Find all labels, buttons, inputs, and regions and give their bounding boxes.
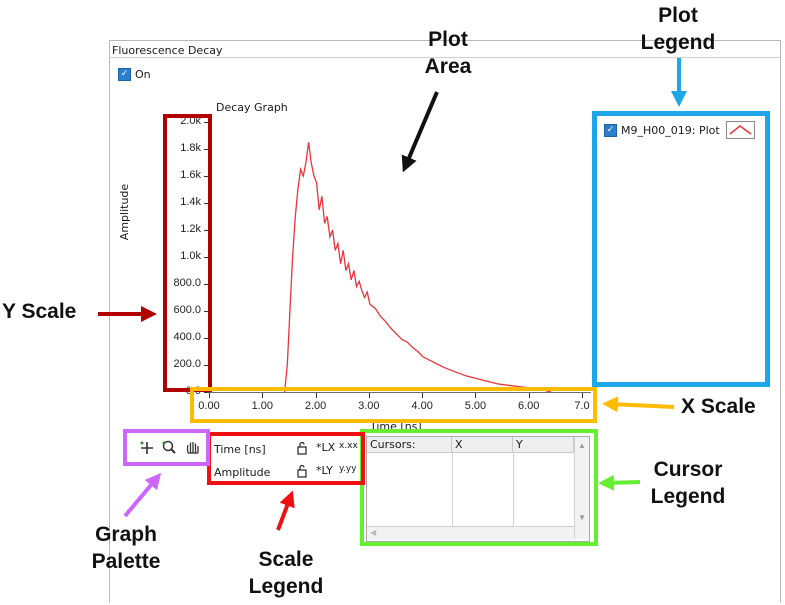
cursor-legend-table[interactable]: Cursors: X Y ▲ ▼ ◀ [366, 436, 590, 542]
y-tick-mark [204, 284, 209, 285]
annotation-line: Legend [650, 485, 726, 508]
annotation-line: Legend [640, 31, 716, 54]
scale-legend-x-name: Time [ns] [214, 443, 266, 456]
annotation-line: Scale [258, 548, 314, 571]
x-tick-mark [582, 393, 583, 398]
y-tick-mark [204, 149, 209, 150]
y-tick-label: 200.0 [173, 358, 201, 370]
x-tick-label: 2.00 [304, 400, 327, 412]
y-tick-mark [204, 338, 209, 339]
x-tick-mark [368, 393, 370, 398]
x-tick-label: 6.00 [517, 400, 540, 412]
annotation-line: Area [424, 55, 472, 78]
annotation-line: Plot [428, 28, 468, 51]
x-tick-label: 0.00 [198, 400, 220, 412]
plot-svg [283, 142, 552, 392]
scale-legend-annotation: Scale Legend [236, 546, 336, 600]
x-autoscale-icon[interactable]: *LX [316, 441, 336, 454]
y-scale-annotation: Y Scale [2, 300, 77, 323]
y-tick-mark [204, 230, 209, 231]
annotation-line: Legend [248, 575, 324, 598]
x-scale-arrow [602, 396, 675, 413]
x-tick-label: 5.00 [464, 400, 487, 412]
cursor-move-icon[interactable] [138, 439, 156, 457]
scroll-up-icon[interactable]: ▲ [578, 441, 586, 450]
y-tick-label: 1.2k [180, 223, 201, 235]
panel-title: Fluorescence Decay [112, 44, 223, 57]
annotation-line: Palette [91, 550, 161, 573]
cursor-col-divider [452, 453, 453, 527]
cursor-horizontal-scrollbar[interactable]: ◀ [367, 526, 574, 540]
lock-icon[interactable] [296, 464, 308, 481]
plot-legend-highlight [592, 111, 770, 387]
lock-icon[interactable] [296, 441, 308, 458]
x-tick-label: 4.00 [411, 400, 433, 412]
x-tick-label: 1.00 [251, 400, 273, 412]
y-scale-highlight [163, 114, 212, 392]
scale-legend-arrow [276, 490, 295, 531]
plot-area-annotation: Plot Area [398, 26, 498, 80]
y-tick-mark [204, 122, 209, 123]
cursor-header-y: Y [513, 437, 574, 453]
y-tick-label: 2.0k [180, 115, 201, 127]
x-tick-label: 3.00 [358, 400, 380, 412]
panel-divider [109, 57, 780, 58]
annotation-line: Cursor [653, 458, 723, 481]
x-tick-mark [315, 393, 317, 398]
series-line [283, 142, 552, 392]
y-tick-label: 1.4k [180, 196, 201, 208]
on-checkbox-label: On [135, 68, 151, 81]
cursor-vertical-scrollbar[interactable]: ▲ ▼ [574, 437, 589, 539]
y-tick-label: 600.0 [173, 304, 201, 316]
cursor-col-divider [513, 453, 514, 527]
x-tick-mark [209, 393, 210, 398]
plot-area-arrow [401, 91, 439, 173]
cursor-header-name: Cursors: [367, 437, 452, 453]
y-tick-label: 800.0 [173, 277, 201, 289]
scale-legend-y-name: Amplitude [214, 466, 271, 479]
y-tick-mark [204, 311, 209, 312]
x-tick-mark [528, 393, 530, 398]
graph-title: Decay Graph [216, 101, 288, 114]
graph-palette-annotation: Graph Palette [76, 521, 176, 575]
x-scale-highlight [190, 387, 597, 423]
y-format-icon[interactable]: y.yy [339, 464, 357, 474]
x-scale-annotation: X Scale [681, 395, 756, 418]
y-tick-mark [204, 176, 209, 177]
x-format-icon[interactable]: x.xx [339, 441, 358, 451]
cursor-header-x: X [452, 437, 513, 453]
y-tick-label: 1.0k [180, 250, 201, 262]
annotation-line: Plot [658, 4, 698, 27]
on-checkbox[interactable]: ✓ [118, 68, 131, 81]
plot-legend-label[interactable]: M9_H00_019: Plot [621, 124, 720, 137]
x-tick-mark [422, 393, 424, 398]
cursor-legend-arrow [598, 474, 641, 491]
y-autoscale-icon[interactable]: *LY [316, 464, 333, 477]
y-tick-mark [204, 365, 209, 366]
plot-legend-line-swatch[interactable] [726, 121, 755, 139]
pan-hand-icon[interactable] [183, 439, 201, 457]
annotation-line: Graph [95, 523, 157, 546]
x-tick-label: 7.0 [574, 400, 590, 412]
scroll-left-icon[interactable]: ◀ [370, 528, 377, 537]
y-tick-label: 1.8k [180, 142, 201, 154]
plot-legend-checkbox[interactable]: ✓ [604, 124, 617, 137]
graph-palette-arrow [123, 472, 162, 518]
plot-area[interactable] [209, 122, 591, 393]
cursor-legend-annotation: Cursor Legend [638, 456, 738, 510]
y-tick-label: 400.0 [173, 331, 201, 343]
y-tick-mark [204, 257, 209, 258]
x-tick-mark [475, 393, 477, 398]
x-tick-mark [262, 393, 264, 398]
y-tick-mark [204, 203, 209, 204]
cursor-legend-highlight [360, 429, 598, 546]
scroll-down-icon[interactable]: ▼ [578, 513, 586, 522]
y-tick-label: 1.6k [180, 169, 201, 181]
plot-legend-annotation: Plot Legend [628, 2, 728, 56]
graph-palette-highlight [123, 429, 210, 466]
zoom-icon[interactable] [160, 439, 178, 457]
y-tick-mark [204, 392, 209, 393]
